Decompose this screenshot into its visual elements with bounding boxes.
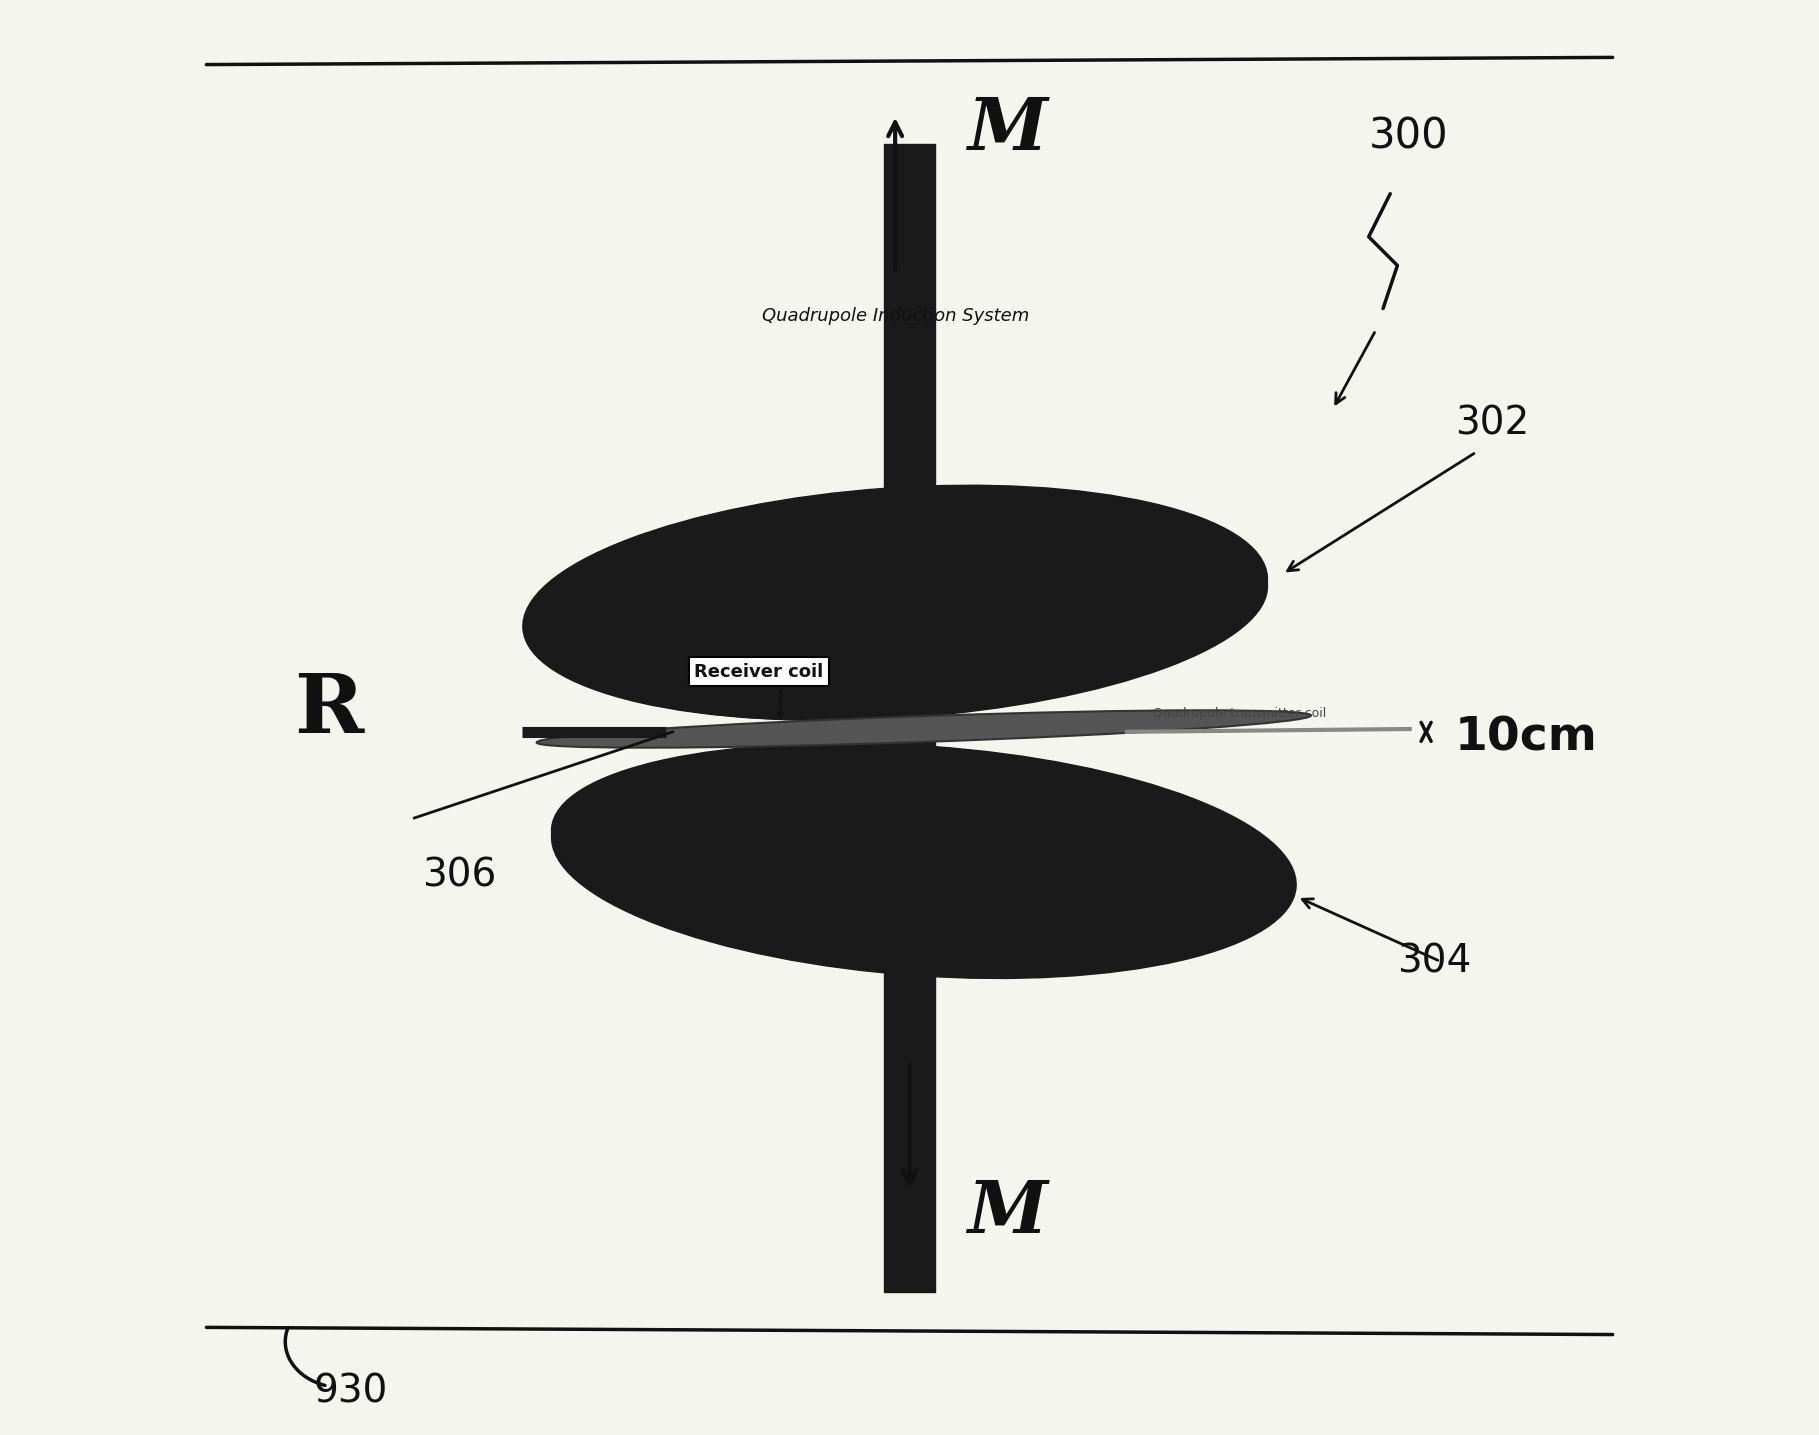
Text: Receiver coil: Receiver coil <box>695 663 824 680</box>
Text: M: M <box>968 93 1048 165</box>
FancyBboxPatch shape <box>884 144 935 1292</box>
Ellipse shape <box>551 743 1282 964</box>
Text: R: R <box>293 670 364 751</box>
Ellipse shape <box>537 499 1268 720</box>
Text: 10cm: 10cm <box>1455 715 1597 761</box>
Ellipse shape <box>551 743 1297 979</box>
Text: Quadrupole Induction System: Quadrupole Induction System <box>762 307 1030 324</box>
Text: 306: 306 <box>422 857 497 894</box>
Ellipse shape <box>522 485 1268 720</box>
Text: M: M <box>968 1177 1048 1248</box>
Text: 930: 930 <box>315 1373 387 1411</box>
Text: Quadrupole transmitter coil: Quadrupole transmitter coil <box>1153 706 1326 720</box>
Text: 302: 302 <box>1455 405 1530 442</box>
Text: 300: 300 <box>1368 115 1448 158</box>
Ellipse shape <box>537 710 1311 748</box>
Text: 304: 304 <box>1397 943 1472 980</box>
